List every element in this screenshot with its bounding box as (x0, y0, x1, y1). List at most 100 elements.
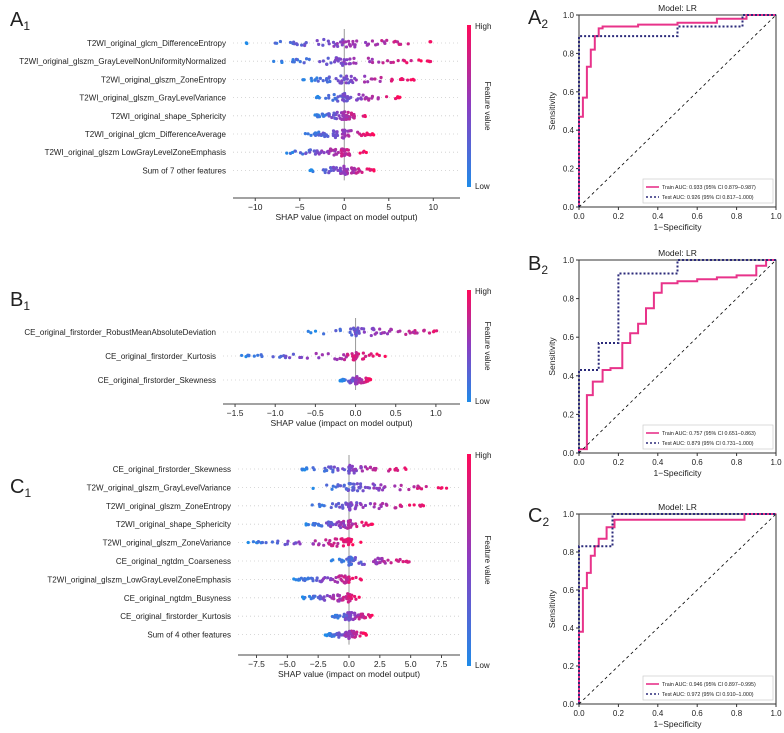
feature-label: T2WI_original_glszm_ZoneEntropy (101, 75, 226, 84)
shap-dot (305, 356, 309, 360)
x-tick-label: 0.5 (390, 408, 402, 418)
shap-dot (377, 506, 381, 511)
shap-dot (329, 524, 333, 529)
shap-dot (332, 465, 336, 469)
shap-dot (395, 40, 400, 44)
feature-label: T2WI_original_glszm_GrayLevelVariance (79, 94, 226, 103)
shap-dot (348, 330, 352, 334)
shap-dot (359, 381, 363, 385)
shap-dot (338, 505, 342, 509)
shap-dot (380, 501, 385, 506)
shap-dot (293, 541, 298, 545)
colorbar (467, 290, 471, 402)
shap-dot (301, 595, 305, 599)
shap-dot (331, 594, 336, 598)
shap-dot (357, 92, 361, 97)
shap-dot (345, 58, 349, 62)
shap-dot (404, 332, 408, 336)
shap-dot (352, 488, 356, 492)
shap-dot (304, 522, 308, 526)
shap-dot (391, 60, 395, 64)
shap-dot (393, 484, 397, 488)
legend-label: Test AUC: 0.926 (95% CI 0.817–1.000) (662, 195, 754, 201)
shap-dot (364, 133, 369, 137)
x-tick-label: 1.0 (770, 212, 782, 221)
shap-dot (260, 540, 265, 545)
shap-dot (358, 151, 362, 155)
shap-dot (373, 332, 377, 336)
shap-dot (347, 152, 352, 156)
y-tick-label: 0.2 (563, 662, 575, 671)
shap-dot (311, 466, 315, 470)
shap-dot (355, 482, 359, 486)
x-axis-title: SHAP value (impact on model output) (270, 418, 412, 428)
x-tick-label: −5 (295, 202, 305, 212)
y-tick-label: 0.6 (563, 333, 575, 342)
shap-dot (335, 633, 340, 637)
shap-dot (360, 357, 365, 361)
shap-dot (347, 42, 352, 47)
shap-dot (329, 505, 333, 510)
shap-dot (313, 113, 317, 117)
shap-dot (325, 150, 329, 154)
shap-dot (332, 153, 336, 157)
x-axis-title: SHAP value (impact on model output) (275, 212, 417, 222)
x-axis-title: 1−Specificity (654, 719, 703, 729)
shap-dot (331, 165, 336, 169)
shap-dot (336, 467, 340, 471)
shap-dot (290, 150, 295, 155)
shap-dot (309, 331, 313, 335)
shap-dot (326, 39, 330, 43)
shap-dot (325, 468, 329, 473)
shap-dot (378, 79, 382, 83)
legend-box (642, 424, 774, 450)
chance-line (578, 513, 777, 705)
shap-panel-b1: CE_original_firstorder_RobustMeanAbsolut… (24, 287, 492, 428)
shap-dot (396, 330, 400, 334)
shap-dot (398, 504, 403, 508)
shap-dot (424, 484, 428, 489)
shap-dot (404, 467, 408, 471)
shap-dot (331, 168, 336, 173)
shap-dot (353, 616, 357, 621)
shap-dot (338, 40, 343, 44)
x-tick-label: 0.6 (692, 212, 704, 221)
shap-dot (411, 77, 415, 81)
shap-dot (336, 575, 341, 579)
shap-dot (386, 558, 390, 562)
shap-dot (362, 330, 366, 334)
shap-dot (329, 168, 333, 173)
shap-dot (339, 171, 343, 176)
shap-dot (327, 96, 331, 100)
colorbar-high-label: High (475, 451, 491, 460)
shap-dot (358, 486, 362, 490)
shap-dot (373, 558, 377, 562)
shap-dot (421, 504, 426, 508)
shap-dot (331, 558, 335, 562)
shap-dot (326, 352, 330, 356)
shap-dot (324, 96, 328, 100)
shap-dot (325, 483, 329, 487)
shap-dot (315, 149, 319, 153)
panel-letter-main: B (528, 253, 541, 275)
panel-letter-main: C (10, 476, 24, 498)
shap-dot (336, 593, 340, 598)
shap-dot (383, 354, 387, 358)
shap-dot (378, 327, 382, 331)
x-tick-label: −1.5 (227, 408, 244, 418)
shap-dot (337, 57, 341, 61)
shap-dot (333, 96, 337, 100)
x-axis-title: 1−Specificity (654, 222, 703, 232)
shap-dot (347, 580, 351, 584)
shap-dot (364, 95, 368, 99)
shap-dot (331, 98, 335, 102)
shap-dot (363, 485, 367, 490)
panel-letter-main: B (10, 289, 23, 311)
shap-dot (252, 354, 256, 358)
shap-dot (352, 558, 356, 563)
shap-dot (331, 40, 336, 44)
shap-dot (342, 99, 346, 103)
y-tick-label: 0.0 (563, 449, 575, 458)
shap-dot (385, 38, 389, 42)
shap-dot (319, 595, 323, 599)
